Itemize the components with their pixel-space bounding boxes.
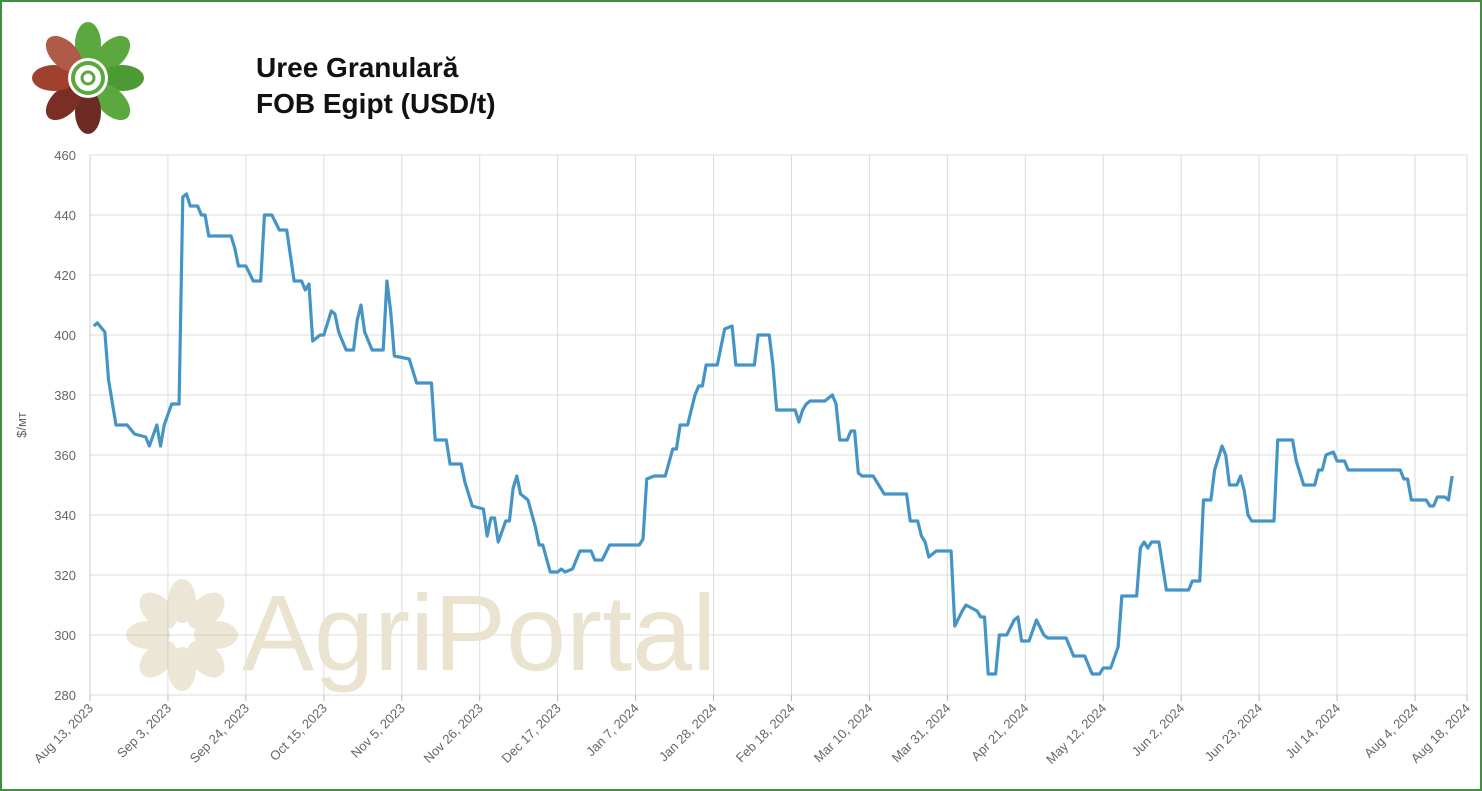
line: [92, 192, 1454, 676]
watermark: AgriPortal: [242, 572, 716, 693]
y-tick-label: 380: [54, 388, 76, 403]
y-tick-label: 420: [54, 268, 76, 283]
y-axis-label: $/мт: [14, 412, 29, 438]
watermark-logo: [126, 579, 238, 691]
y-tick-label: 460: [54, 148, 76, 163]
y-tick-label: 320: [54, 568, 76, 583]
y-tick-label: 440: [54, 208, 76, 223]
chart-title: Uree Granulară: [256, 52, 459, 83]
grid: [89, 154, 1468, 696]
y-tick-label: 360: [54, 448, 76, 463]
logo: [32, 22, 144, 134]
y-tick-label: 400: [54, 328, 76, 343]
y-tick-label: 280: [54, 688, 76, 703]
chart-title: FOB Egipt (USD/t): [256, 88, 496, 119]
y-tick-label: 300: [54, 628, 76, 643]
y-tick-label: 340: [54, 508, 76, 523]
